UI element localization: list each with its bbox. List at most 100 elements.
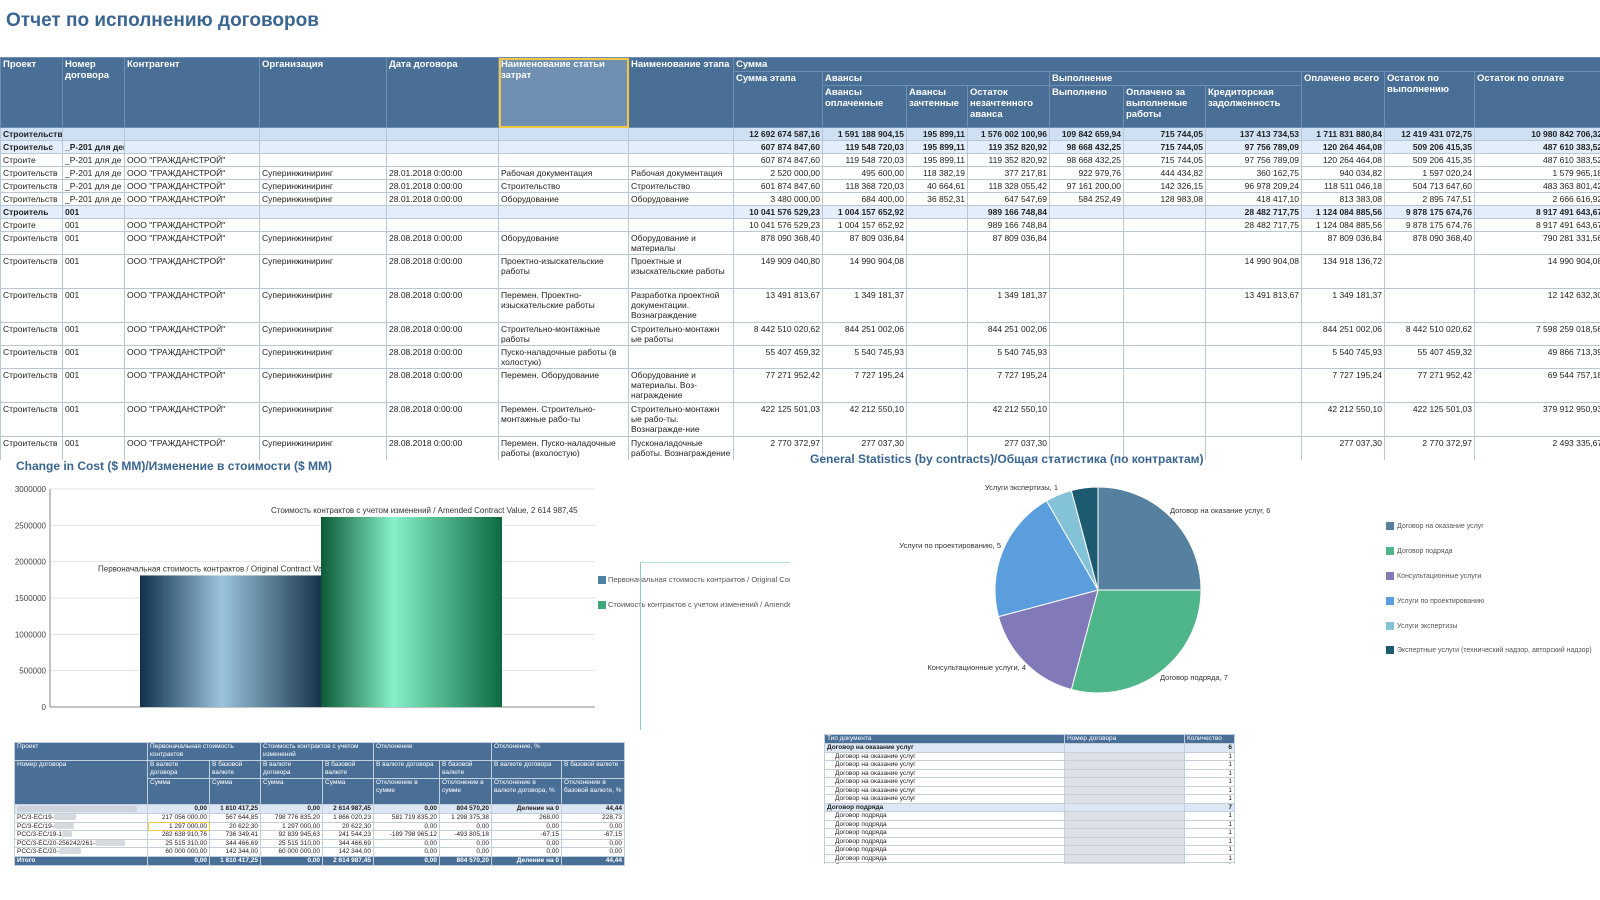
- table-row[interactable]: Строите _P-201 для де ООО "ГРАЖДАНСТРОЙ" 60…: [0, 153, 1600, 167]
- pie-slice-3[interactable]: [997, 589, 1099, 691]
- legend-label[interactable]: Услуги экспертизы: [1397, 623, 1457, 630]
- cost-change-table-container[interactable]: Проект Первоначальная стоимость контракт…: [14, 742, 640, 870]
- bar-2[interactable]: [321, 516, 502, 707]
- ct-header-contract[interactable]: Номер договора: [14, 760, 148, 805]
- doc-type-table-container[interactable]: Тип документа Номер договора Количество …: [824, 734, 1237, 864]
- table-row[interactable]: Строительств _P-201 для де ООО "ГРАЖДАНСТР…: [0, 179, 1600, 193]
- col-header-payables[interactable]: Кредиторская задолженность: [1205, 85, 1302, 128]
- table-row[interactable]: Строительств 001 ООО "ГРАЖДАНСТРОЙ" Суперин…: [0, 254, 1600, 289]
- dt-header-contract[interactable]: Номер договора: [1064, 734, 1185, 744]
- table-cell: _P-201 для демонстрации: [62, 140, 125, 154]
- dt-header-count[interactable]: Количество: [1184, 734, 1235, 744]
- legend-label[interactable]: Первоначальная стоимость контрактов / Or…: [608, 575, 790, 584]
- cost-table-cell: 0,00: [260, 804, 324, 814]
- doc-table-row[interactable]: Договор подряда 1: [824, 862, 1235, 864]
- doc-table-row[interactable]: Договор на оказание услуг 1: [824, 768, 1235, 778]
- cost-table-row[interactable]: PC/3-EC/19- 1 297 000,00 20 622,30 1 297 00…: [14, 821, 626, 831]
- col-header-stage-sum[interactable]: Сумма этапа: [733, 71, 823, 128]
- col-header-advance-balance[interactable]: Остаток незачтенного аванса: [967, 85, 1050, 128]
- legend-label[interactable]: Стоимость контрактов с учетом изменений …: [608, 600, 790, 609]
- table-subgroup-row[interactable]: Строитель 001 10 041 576 529,23 1 004 157 6…: [0, 205, 1600, 219]
- bar-1[interactable]: [140, 575, 321, 707]
- col-header-advances[interactable]: Авансы: [822, 71, 1050, 86]
- col-header-organization[interactable]: Организация: [259, 57, 387, 128]
- ct-header-deviation-pct[interactable]: Отклонение, %: [491, 742, 626, 761]
- doc-table-row[interactable]: Договор на оказание услуг 1: [824, 794, 1235, 804]
- cost-table-row[interactable]: PCC/3-EC/20- 60 000 000,00 142 344,00 60 00…: [14, 847, 626, 857]
- legend-label[interactable]: Договор подряда: [1397, 548, 1453, 555]
- table-row[interactable]: Строительств 001 ООО "ГРАЖДАНСТРОЙ" Суперин…: [0, 436, 1600, 460]
- col-header-contract-date[interactable]: Дата договора: [386, 57, 499, 128]
- table-group-row[interactable]: Строительство завода12 692 674 587,161 5…: [0, 127, 1600, 141]
- contracts-report-table-container[interactable]: Проект Номер договора Контрагент Организ…: [0, 57, 1600, 460]
- col-header-cost-item[interactable]: Наименование статьи затрат: [498, 57, 629, 128]
- pie-slice-6[interactable]: [1070, 486, 1099, 591]
- col-header-paid-for-work[interactable]: Оплачено за выполненые работы: [1123, 85, 1206, 128]
- cost-table-cell: 0,00: [439, 838, 493, 848]
- col-header-advances-offset[interactable]: Авансы зачтенные: [906, 85, 968, 128]
- col-header-balance-execution[interactable]: Остаток по выполнению: [1384, 71, 1475, 128]
- dt-header-type[interactable]: Тип документа: [824, 734, 1065, 744]
- table-cell: 940 034,82: [1301, 166, 1385, 180]
- ct-header-project[interactable]: Проект: [14, 742, 148, 761]
- cost-table-cell: 60 000 000,00: [147, 847, 210, 857]
- ct-header-amended[interactable]: Стоимость контрактов с учетом изменений: [260, 742, 375, 761]
- doc-table-row[interactable]: Договор на оказание услуг 1: [824, 760, 1235, 770]
- table-cell: 001: [62, 322, 125, 346]
- col-header-project[interactable]: Проект: [0, 57, 63, 128]
- cost-table-cell: 344 466,69: [322, 838, 375, 848]
- doc-table-row[interactable]: Договор подряда 1: [824, 811, 1235, 821]
- ct-header-original[interactable]: Первоначальная стоимость контрактов: [146, 742, 262, 761]
- pie-slice-4[interactable]: [994, 500, 1099, 618]
- legend-label[interactable]: Консультационные услуги: [1397, 573, 1481, 580]
- cost-table-row[interactable]: PCC/3-EC/19-1 282 638 910,76 736 349,41 92 …: [14, 830, 626, 840]
- col-header-contract-no[interactable]: Номер договора: [62, 57, 125, 128]
- doc-table-row[interactable]: Договор на оказание услуг 1: [824, 751, 1235, 761]
- doc-table-group-row[interactable]: Договор подряда 7: [824, 802, 1235, 812]
- table-row[interactable]: Строительств 001 ООО "ГРАЖДАНСТРОЙ" Суперин…: [0, 402, 1600, 437]
- table-row[interactable]: Строите 001 ООО "ГРАЖДАНСТРОЙ" 10 041 576 5…: [0, 218, 1600, 232]
- doc-table-row[interactable]: Договор подряда 1: [824, 845, 1235, 855]
- doc-table-row[interactable]: Договор на оказание услуг 1: [824, 785, 1235, 795]
- doc-count-cell: 1: [1184, 853, 1235, 863]
- table-row[interactable]: Строительств 001 ООО "ГРАЖДАНСТРОЙ" Суперин…: [0, 345, 1600, 369]
- table-row[interactable]: Строительств 001 ООО "ГРАЖДАНСТРОЙ" Суперин…: [0, 368, 1600, 403]
- cost-table-summary-row[interactable]: 0,00 1 810 417,25 0,00 2 614 987,45 0,00 804 …: [14, 804, 626, 814]
- col-header-contractor[interactable]: Контрагент: [124, 57, 260, 128]
- table-row[interactable]: Строительств _P-201 для де ООО "ГРАЖДАНСТР…: [0, 192, 1600, 206]
- doc-table-row[interactable]: Договор подряда 1: [824, 836, 1235, 846]
- col-header-executed[interactable]: Выполнено: [1049, 85, 1124, 128]
- table-cell: Строительств: [0, 322, 63, 346]
- pie-slice-2[interactable]: [1070, 589, 1202, 694]
- doc-table-row[interactable]: Договор подряда 1: [824, 828, 1235, 838]
- col-header-paid-total[interactable]: Оплачено всего: [1301, 71, 1385, 128]
- col-header-execution[interactable]: Выполнение: [1049, 71, 1302, 86]
- table-subgroup-row[interactable]: Строительс_P-201 для демонстрации 607 874…: [0, 140, 1600, 154]
- table-cell: 1 004 157 652,92: [822, 218, 907, 232]
- cost-table-row[interactable]: PC/3-EC/19- 217 056 000,00 567 644,85 798 7…: [14, 813, 626, 823]
- doc-table-row[interactable]: Договор подряда 1: [824, 853, 1235, 863]
- table-cell: 109 842 659,94: [1049, 127, 1124, 141]
- col-header-balance-payment[interactable]: Остаток по оплате: [1473, 71, 1600, 128]
- col-header-stage-name[interactable]: Наименование этапа: [628, 57, 734, 128]
- legend-label[interactable]: Услуги по проектированию: [1397, 598, 1484, 605]
- ct-header-deviation[interactable]: Отклонение: [373, 742, 493, 761]
- col-header-advances-paid[interactable]: Авансы оплаченные: [822, 85, 907, 128]
- table-cell: [386, 153, 499, 167]
- cost-table-row[interactable]: PCC/3-EC/20-256242/261- 25 515 310,00 344 …: [14, 838, 626, 848]
- table-row[interactable]: Строительств 001 ООО "ГРАЖДАНСТРОЙ" Суперин…: [0, 322, 1600, 346]
- doc-table-row[interactable]: Договор на оказание услуг 1: [824, 777, 1235, 787]
- pie-slice-1[interactable]: [1097, 486, 1202, 591]
- table-row[interactable]: Строительств _P-201 для де ООО "ГРАЖДАНСТР…: [0, 166, 1600, 180]
- table-cell: Строительств: [0, 254, 63, 289]
- table-cell: [62, 127, 125, 141]
- legend-label[interactable]: Экспертные услуги (технический надзор, а…: [1397, 646, 1592, 654]
- table-row[interactable]: Строительств 001 ООО "ГРАЖДАНСТРОЙ" Суперин…: [0, 288, 1600, 323]
- table-row[interactable]: Строительств 001 ООО "ГРАЖДАНСТРОЙ" Суперин…: [0, 231, 1600, 255]
- col-header-sum[interactable]: Сумма: [732, 57, 1600, 72]
- doc-table-row[interactable]: Договор подряда 1: [824, 819, 1235, 829]
- ct-header-orig-base-cur: В базовой валюте: [208, 760, 262, 779]
- doc-table-group-row[interactable]: Договор на оказание услуг 6: [824, 743, 1235, 753]
- table-cell: 142 326,15: [1123, 179, 1206, 193]
- legend-label[interactable]: Договор на оказание услуг: [1397, 523, 1484, 530]
